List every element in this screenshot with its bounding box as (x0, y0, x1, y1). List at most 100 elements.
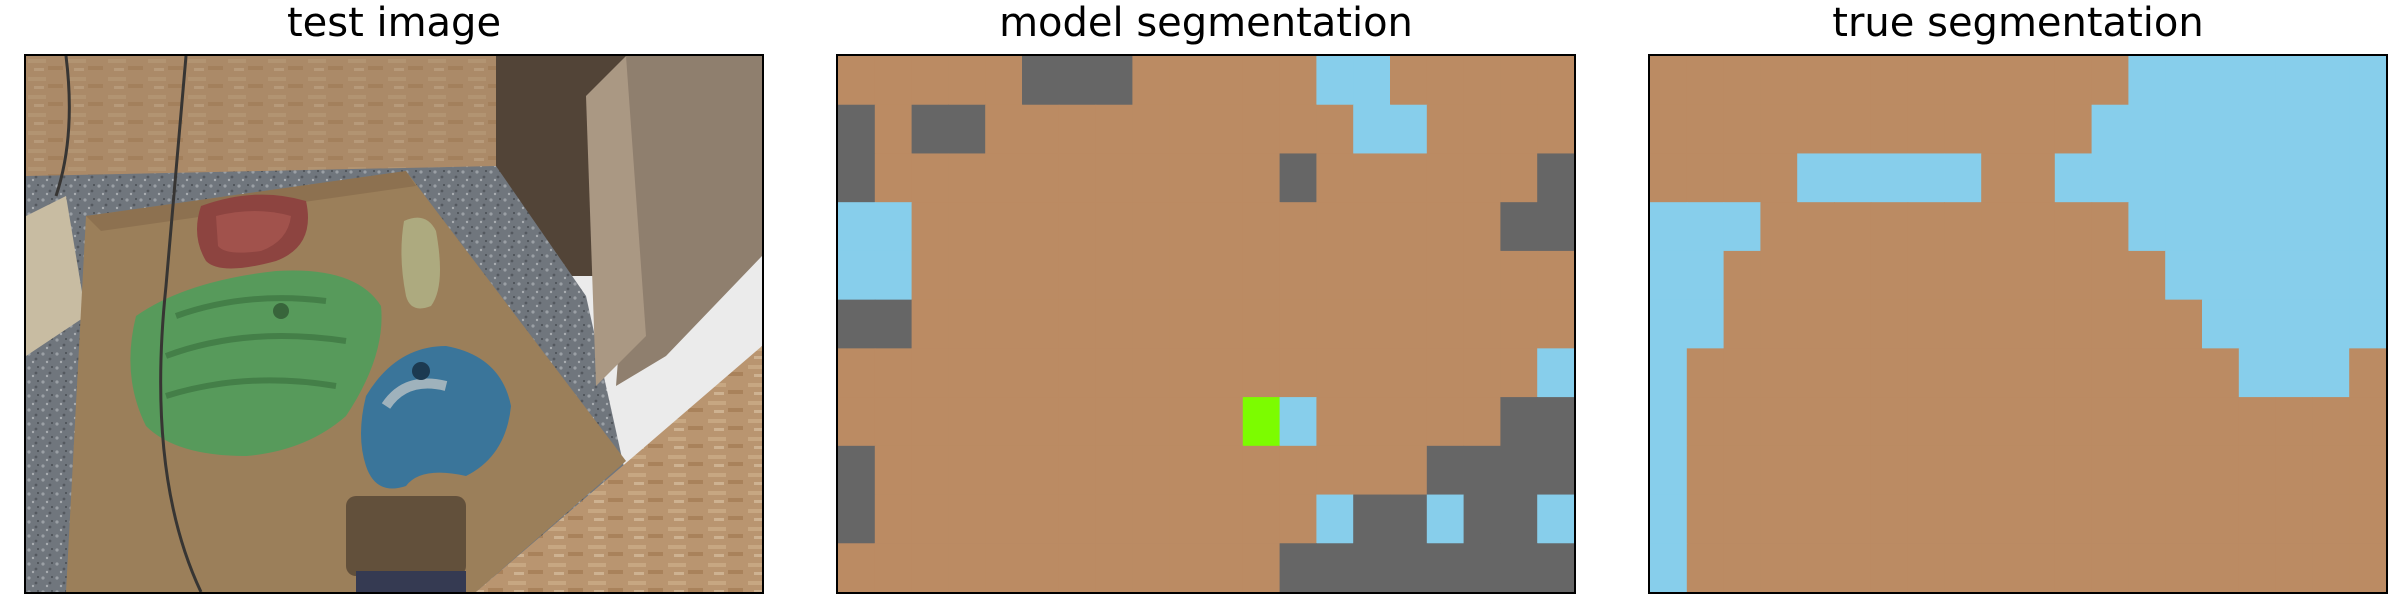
true-cell-sky (2238, 104, 2277, 155)
true-cell-background (1686, 397, 1725, 447)
model-cell-gray (1353, 543, 1391, 592)
model-cell-background (1390, 202, 1428, 252)
model-cell-background (1390, 299, 1428, 349)
true-cell-background (1944, 202, 1982, 252)
model-cell-background (1206, 202, 1244, 252)
true-cell-sky (2054, 153, 2093, 203)
model-cell-background (1058, 397, 1097, 447)
model-cell-background (874, 56, 913, 106)
true-cell-background (2054, 104, 2093, 155)
true-cell-background (1981, 397, 2019, 447)
model-cell-sky (1353, 56, 1391, 106)
model-cell-background (985, 299, 1023, 349)
true-cell-background (1944, 445, 1982, 496)
model-cell-background (1390, 348, 1428, 398)
true-cell-sky (1650, 494, 1688, 544)
true-cell-background (1870, 445, 1909, 496)
model-cell-background (1353, 153, 1391, 203)
true-cell-background (1723, 104, 1761, 155)
true-cell-sky (2349, 299, 2386, 349)
model-cell-gray (911, 104, 949, 155)
model-cell-background (1169, 397, 1207, 447)
model-cell-gray (1426, 543, 1465, 592)
true-cell-background (1797, 494, 1835, 544)
true-cell-sky (1650, 445, 1688, 496)
model-cell-background (1500, 348, 1538, 398)
model-cell-background (1206, 56, 1244, 106)
model-cell-background (1390, 250, 1428, 301)
model-cell-background (948, 202, 986, 252)
true-cell-sky (2312, 348, 2350, 398)
model-cell-background (985, 445, 1023, 496)
true-cell-background (2018, 250, 2056, 301)
model-cell-sky (1353, 104, 1391, 155)
true-cell-sky (2275, 104, 2313, 155)
model-cell-background (1058, 250, 1097, 301)
true-cell-sky (2349, 153, 2386, 203)
model-cell-gray (1390, 494, 1428, 544)
true-cell-sky (1870, 153, 1909, 203)
true-cell-sky (2128, 104, 2166, 155)
model-cell-background (1169, 299, 1207, 349)
true-cell-background (1981, 543, 2019, 592)
true-cell-sky (2238, 153, 2277, 203)
true-cell-sky (1650, 543, 1688, 592)
model-cell-background (1206, 445, 1244, 496)
true-cell-sky (2312, 153, 2350, 203)
true-cell-sky (1907, 153, 1945, 203)
model-cell-background (1095, 397, 1133, 447)
true-cell-background (2128, 348, 2166, 398)
true-segmentation-grid (1650, 56, 2386, 592)
model-cell-background (1463, 250, 1501, 301)
model-cell-background (1095, 543, 1133, 592)
model-cell-background (1095, 250, 1133, 301)
model-cell-gray (1500, 543, 1538, 592)
true-cell-background (1981, 153, 2019, 203)
model-cell-background (1242, 445, 1281, 496)
true-cell-background (1870, 348, 1909, 398)
true-cell-background (1834, 56, 1872, 106)
true-cell-sky (2312, 56, 2350, 106)
true-cell-sky (2238, 202, 2277, 252)
true-cell-background (2091, 397, 2129, 447)
model-cell-background (948, 494, 986, 544)
true-cell-background (1686, 494, 1725, 544)
model-cell-background (911, 445, 949, 496)
true-cell-background (1907, 250, 1945, 301)
model-cell-background (1537, 104, 1574, 155)
model-cell-background (948, 250, 986, 301)
model-cell-background (1206, 494, 1244, 544)
true-cell-background (2312, 445, 2350, 496)
model-cell-background (1058, 299, 1097, 349)
true-cell-background (1760, 202, 1798, 252)
model-cell-background (1022, 543, 1060, 592)
true-cell-background (1981, 494, 2019, 544)
model-cell-background (1095, 494, 1133, 544)
true-cell-background (2238, 494, 2277, 544)
true-cell-background (2202, 348, 2240, 398)
true-cell-background (2238, 543, 2277, 592)
true-cell-sky (2349, 202, 2386, 252)
true-cell-background (2054, 299, 2093, 349)
model-cell-background (948, 397, 986, 447)
true-cell-background (1981, 250, 2019, 301)
model-cell-background (1132, 104, 1170, 155)
true-cell-sky (2091, 153, 2129, 203)
true-cell-background (1760, 299, 1798, 349)
model-cell-background (1353, 397, 1391, 447)
model-cell-background (911, 153, 949, 203)
true-cell-sky (1686, 299, 1725, 349)
model-cell-gray (1500, 494, 1538, 544)
true-cell-background (1907, 56, 1945, 106)
model-cell-background (838, 397, 876, 447)
true-cell-background (1686, 56, 1725, 106)
true-cell-sky (2238, 299, 2277, 349)
model-cell-background (838, 348, 876, 398)
model-cell-background (985, 250, 1023, 301)
model-cell-background (1242, 543, 1281, 592)
true-cell-sky (2202, 104, 2240, 155)
true-cell-background (1870, 104, 1909, 155)
model-cell-sky (1316, 56, 1354, 106)
model-cell-sky (838, 250, 876, 301)
true-cell-background (2091, 348, 2129, 398)
